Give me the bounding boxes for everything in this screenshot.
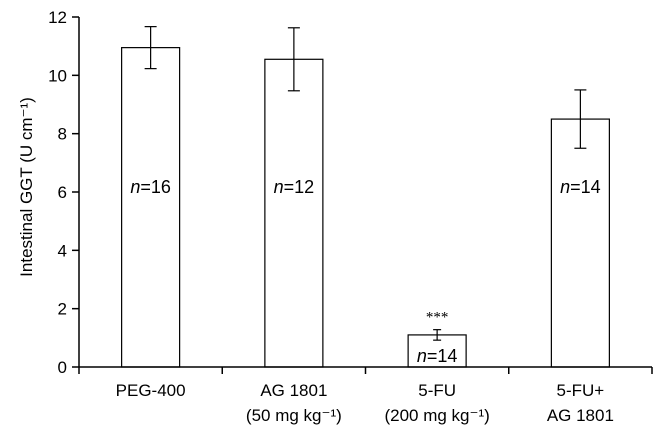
bar <box>264 58 324 368</box>
x-tick-label-line2: (200 mg kg⁻¹) <box>384 406 489 425</box>
y-tick-label: 4 <box>58 241 67 260</box>
x-tick-label: 5-FU <box>418 381 456 400</box>
x-tick-label: PEG-400 <box>116 381 186 400</box>
n-label-prefix: n <box>274 177 284 197</box>
x-tick-label-line2: AG 1801 <box>547 406 614 425</box>
x-axis: PEG-400 AG 1801 (50 mg kg⁻¹) 5-FU (200 mg kg… <box>78 366 653 425</box>
n-label-prefix: n <box>130 177 140 197</box>
y-tick-label: 10 <box>48 66 67 85</box>
x-tick-label-line2: (50 mg kg⁻¹) <box>246 406 342 425</box>
y-tick-label: 6 <box>58 183 67 202</box>
n-label: n=14 <box>560 177 601 197</box>
n-label: n=16 <box>130 177 171 197</box>
y-tick-label: 8 <box>58 125 67 144</box>
y-tick-label: 2 <box>58 300 67 319</box>
y-axis: 0 2 4 6 8 10 12 <box>48 8 80 377</box>
y-tick-label: 12 <box>48 8 67 27</box>
n-label-value: =16 <box>140 177 171 197</box>
bars: n=16 n=12n=14***n=14 <box>121 26 610 368</box>
n-label: n=14 <box>417 346 458 366</box>
bar <box>121 47 181 368</box>
bar <box>550 118 610 368</box>
n-label-prefix: n <box>417 346 427 366</box>
n-label-value: =12 <box>284 177 315 197</box>
n-label-value: =14 <box>570 177 601 197</box>
y-tick-label: 0 <box>58 358 67 377</box>
n-label-value: =14 <box>427 346 458 366</box>
x-tick-label: 5-FU+ <box>557 381 605 400</box>
y-axis-label: Intestinal GGT (U cm⁻¹) <box>17 97 36 277</box>
n-label: n=12 <box>274 177 315 197</box>
n-label-prefix: n <box>560 177 570 197</box>
x-tick-label: AG 1801 <box>260 381 327 400</box>
significance-label: *** <box>426 310 449 326</box>
